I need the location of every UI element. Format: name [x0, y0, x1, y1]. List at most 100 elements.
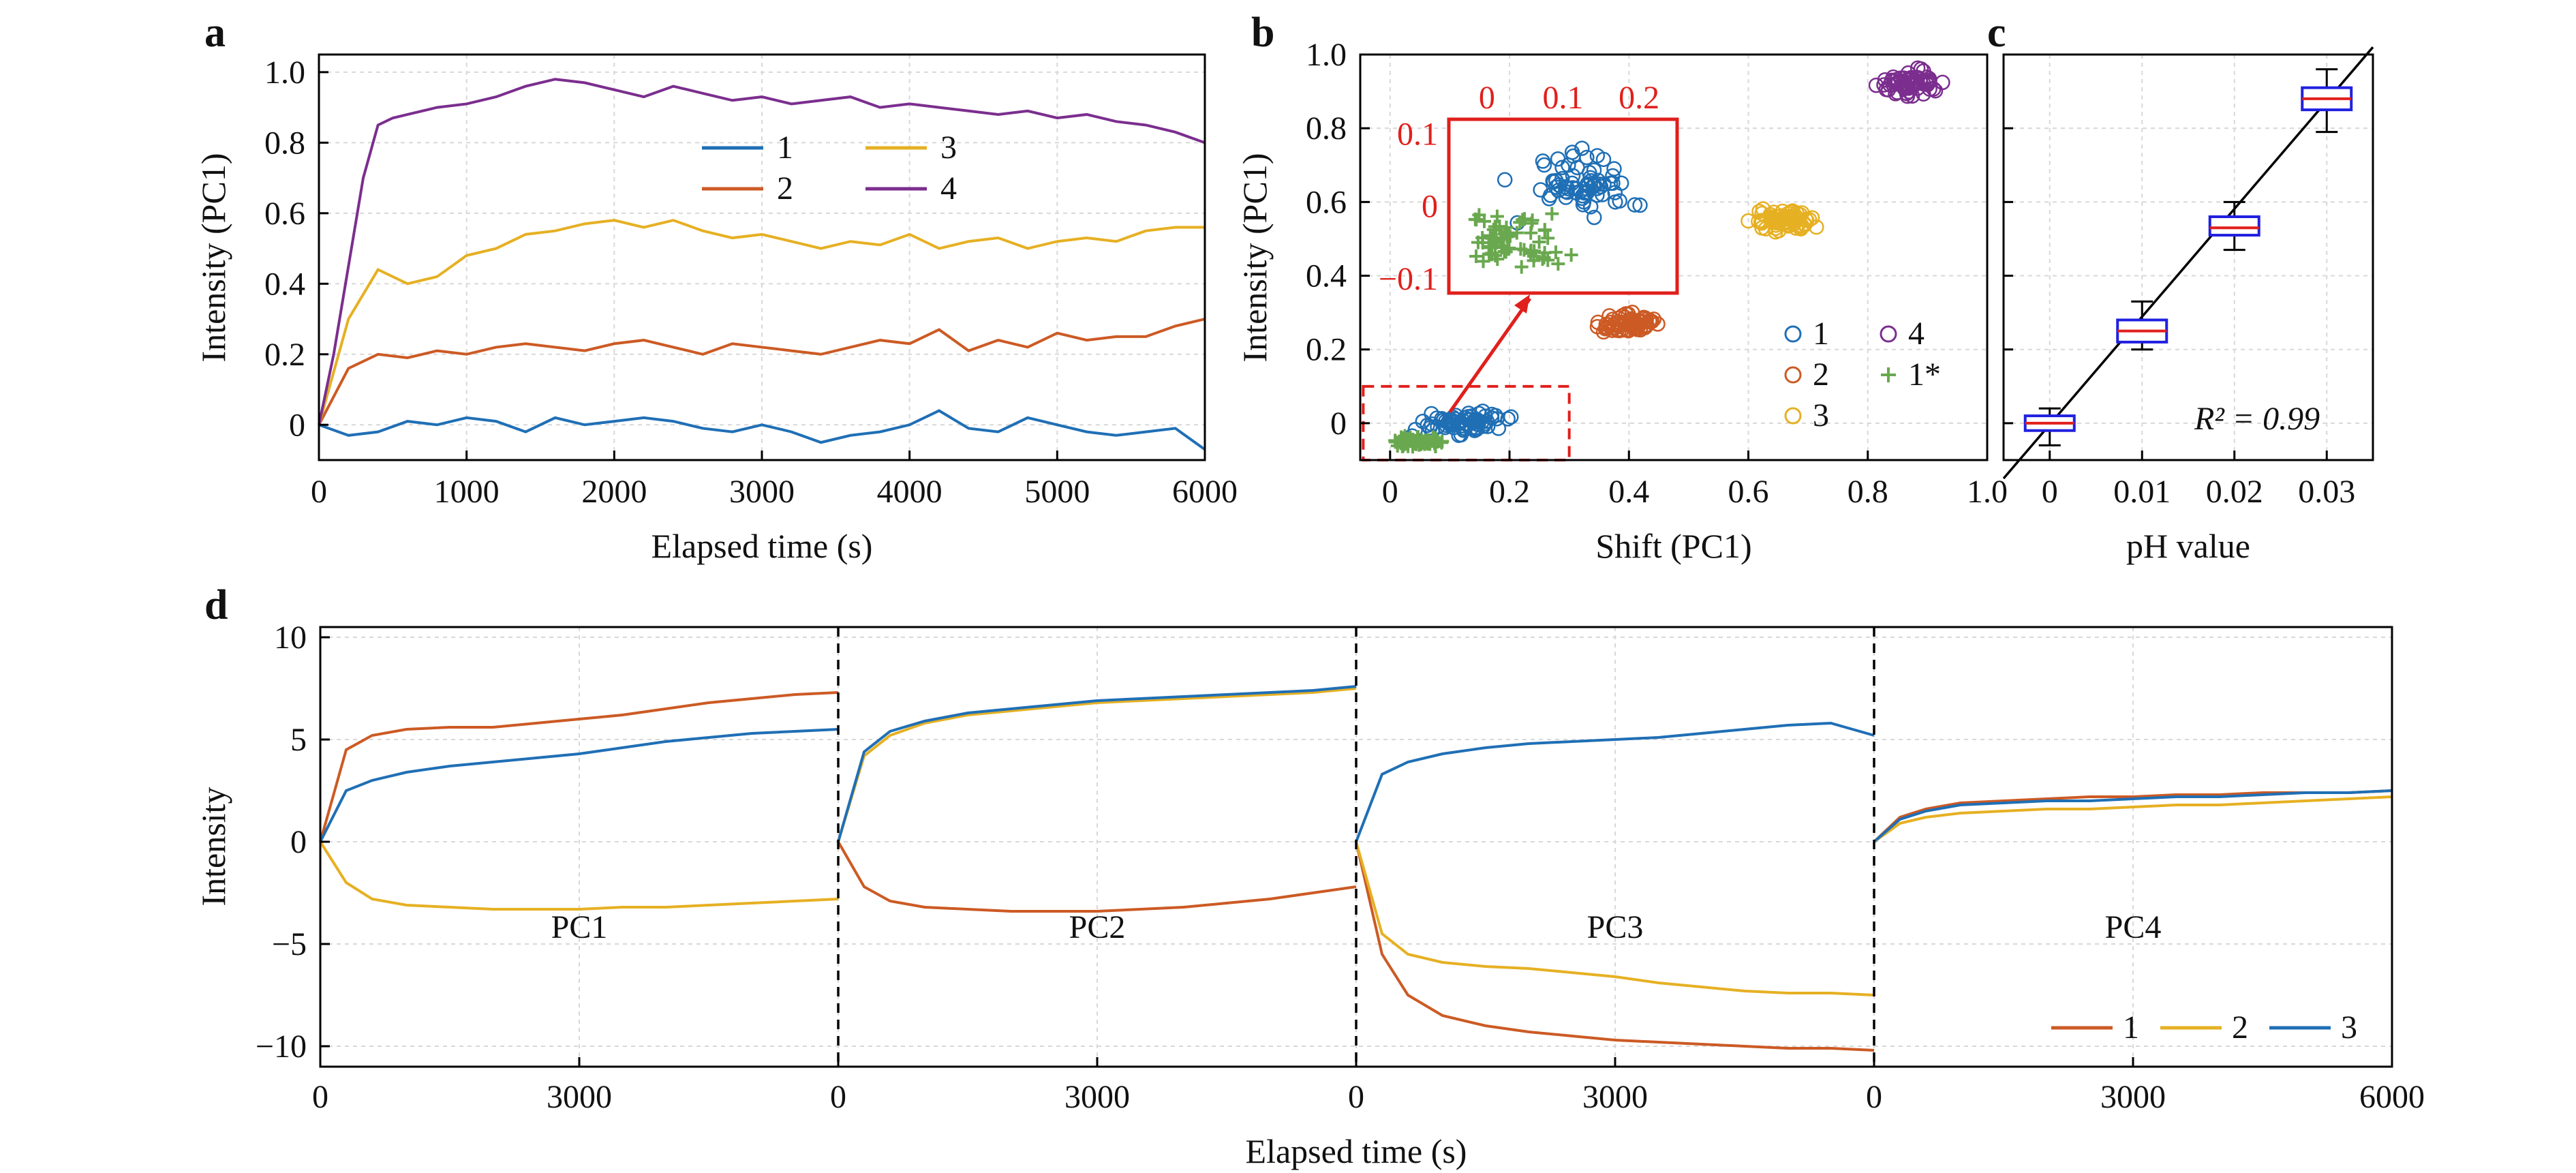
x-tick-label: 0.02	[2206, 474, 2263, 510]
inset-y-tick-label: 0	[1422, 189, 1438, 225]
y-tick-label: 0.4	[264, 266, 305, 302]
inset-point-1*	[1482, 239, 1496, 254]
inset-point-1*	[1503, 229, 1517, 243]
series-line-4	[318, 78, 1206, 425]
panel-letter-b: b	[1251, 10, 1274, 56]
y-tick-label: 0	[1330, 406, 1347, 442]
x-tick-label: 1000	[434, 474, 500, 510]
inset-point-1*	[1524, 243, 1538, 258]
segment-label-PC4: PC4	[2105, 909, 2162, 945]
segment-PC4-series-2	[1873, 795, 2393, 843]
scatter-point-1	[1435, 412, 1452, 428]
inset-point-1*	[1527, 254, 1541, 268]
inset-point-1	[1627, 197, 1643, 213]
segment-PC2-series-3	[837, 685, 1357, 842]
inset-point-1	[1575, 197, 1591, 213]
x-tick-label: 0.8	[1847, 474, 1888, 510]
inset-point-1	[1497, 172, 1513, 188]
x-tick-label: 6000	[1172, 474, 1238, 510]
scatter-point-3	[1767, 214, 1783, 230]
scatter-point-1	[1460, 412, 1475, 427]
scatter-point-2	[1619, 322, 1635, 337]
inset-point-1	[1564, 144, 1580, 160]
legend-marker-3	[1784, 407, 1802, 425]
panel-letter-d: d	[204, 582, 228, 628]
x-tick-label: 3000	[1582, 1079, 1648, 1115]
inset-point-1*	[1501, 242, 1516, 256]
panel-letter-a: a	[204, 10, 226, 56]
segment-label-PC2: PC2	[1069, 909, 1126, 945]
y-tick-label: 0.6	[1306, 184, 1347, 220]
inset-point-1	[1557, 179, 1573, 195]
scatter-point-1	[1467, 413, 1483, 429]
legend-label-2: 2	[1813, 356, 1829, 393]
inset-point-1*	[1492, 219, 1507, 234]
y-tick-label: 0.4	[1306, 258, 1347, 294]
inset-point-1*	[1514, 242, 1528, 256]
inset-point-1*	[1489, 235, 1503, 249]
inset-point-1	[1586, 209, 1602, 226]
inset-point-1	[1535, 153, 1551, 169]
scatter-point-1*	[1435, 436, 1449, 450]
y-tick-label: 0.8	[264, 125, 305, 161]
x-tick-label: 0	[830, 1079, 846, 1115]
inset-point-1	[1632, 197, 1648, 213]
x-tick-label: 0.01	[2113, 474, 2171, 510]
scatter-point-3	[1768, 224, 1783, 240]
inset-point-1	[1586, 162, 1602, 178]
legend-label-3: 3	[1813, 397, 1829, 433]
segment-label-PC3: PC3	[1587, 909, 1644, 945]
panel-letter-c: c	[1987, 10, 2006, 56]
segment-PC3-series-1	[1355, 841, 1875, 1052]
y-tick-label: −5	[272, 926, 307, 962]
panel-a-xlabel: Elapsed time (s)	[651, 527, 873, 565]
segment-PC4-series-3	[1873, 789, 2393, 843]
legend-label-2: 2	[777, 170, 793, 207]
y-tick-label: 0.6	[264, 196, 305, 232]
inset-point-1	[1596, 176, 1612, 192]
x-tick-label: 0	[1866, 1079, 1882, 1115]
legend-label-3: 3	[2341, 1009, 2357, 1046]
x-tick-label: 0	[311, 474, 327, 510]
y-tick-label: 10	[274, 620, 307, 656]
inset-frame	[1447, 117, 1679, 295]
x-tick-label: 2000	[581, 474, 647, 510]
inset-point-1	[1554, 159, 1570, 176]
y-tick-label: −10	[256, 1029, 307, 1065]
segment-PC1-series-2	[319, 840, 839, 911]
panel-b: 000.20.20.40.40.60.60.80.81.01.0 Shift (…	[1236, 37, 2008, 565]
segment-PC3-series-3	[1355, 721, 1875, 842]
legend-label-1: 1	[777, 130, 793, 166]
inset-point-1	[1595, 151, 1612, 168]
inset-point-1*	[1469, 249, 1484, 264]
panel-c-annotation: R² = 0.99	[2194, 401, 2320, 437]
scatter-point-4	[1935, 74, 1950, 91]
x-tick-label: 3000	[547, 1079, 612, 1115]
inset-x-tick-label: 0	[1479, 80, 1495, 116]
scatter-point-2	[1590, 314, 1606, 331]
series-line-2	[318, 318, 1206, 426]
x-tick-label: 6000	[2359, 1079, 2425, 1115]
x-tick-label: 0	[2042, 474, 2058, 510]
x-tick-label: 0.4	[1608, 474, 1649, 510]
y-tick-label: 0.2	[1306, 332, 1347, 368]
panel-d-xlabel: Elapsed time (s)	[1246, 1132, 1467, 1170]
zoom-arrow-head	[1514, 294, 1530, 314]
segment-PC3-series-2	[1355, 841, 1875, 996]
y-tick-label: 0	[290, 824, 307, 860]
legend-label-3: 3	[940, 130, 957, 166]
legend-label-4: 4	[940, 170, 957, 207]
panel-b-ylabel: Intensity (PC1)	[1236, 153, 1274, 363]
inset-point-1*	[1537, 223, 1552, 237]
scatter-point-1	[1451, 427, 1467, 443]
inset-point-1	[1577, 185, 1593, 201]
y-tick-label: 1.0	[264, 55, 305, 91]
x-tick-label: 1.0	[1967, 474, 2008, 510]
legend-label-1: 1	[1813, 316, 1829, 352]
inset-point-1	[1558, 189, 1574, 205]
inset-point-1	[1580, 176, 1595, 192]
y-tick-label: 0	[289, 407, 305, 443]
x-tick-label: 0.6	[1728, 474, 1769, 510]
